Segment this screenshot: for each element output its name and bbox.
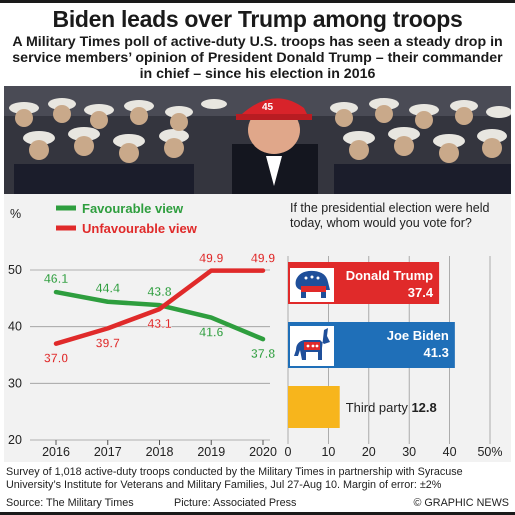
- cap-text: 45: [262, 102, 274, 113]
- y-tick-30: 30: [8, 376, 22, 390]
- bar-chart-x-ticks: 0 10 20 30 40 50%: [285, 445, 503, 459]
- legend-label-unfavourable: Unfavourable view: [82, 221, 198, 236]
- x-tick-2018: 2018: [146, 445, 174, 459]
- data-label-unfav-2020: 49.9: [251, 252, 275, 266]
- legend-label-favourable: Favourable view: [82, 201, 184, 216]
- bar-value-third-party: 12.8: [411, 400, 436, 415]
- y-tick-20: 20: [8, 433, 22, 447]
- data-label-unfav-2016: 37.0: [44, 352, 68, 366]
- bar-chart-question-line-1: If the presidential election were held: [290, 201, 489, 215]
- bar-label-third-party: Third party 12.8: [346, 400, 437, 415]
- data-label-fav-2018: 43.8: [147, 285, 171, 299]
- bar-x-tick-1: 10: [321, 445, 335, 459]
- line-chart-data-labels: 46.1 44.4 43.8 41.6 37.8 37.0 39.7 43.1 49.9 49.9: [44, 251, 276, 366]
- y-tick-50: 50: [8, 263, 22, 277]
- x-tick-2017: 2017: [94, 445, 122, 459]
- line-chart-y-ticks: 20 30 40 50: [8, 263, 22, 447]
- x-tick-2016: 2016: [42, 445, 70, 459]
- bar-chart-question: If the presidential election were held t…: [290, 201, 493, 230]
- line-chart-series: [53, 268, 266, 346]
- bar-value-joe-biden: 41.3: [424, 345, 449, 360]
- y-axis-unit-label: %: [10, 207, 21, 221]
- line-chart-legend: Favourable view Unfavourable view: [56, 201, 198, 236]
- data-label-fav-2020: 37.8: [251, 347, 275, 361]
- bar-x-tick-0: 0: [285, 445, 292, 459]
- democrat-donkey-icon: [290, 326, 334, 366]
- bar-x-tick-3: 30: [402, 445, 416, 459]
- picture-credit: Picture: Associated Press: [174, 497, 297, 509]
- bar-third-party: [288, 386, 340, 428]
- republican-elephant-icon: [290, 268, 334, 302]
- data-label-fav-2016: 46.1: [44, 272, 68, 286]
- line-chart-x-ticks: 2016 2017 2018 2019 2020: [42, 440, 277, 459]
- bar-x-tick-4: 40: [443, 445, 457, 459]
- bar-label-donald-trump: Donald Trump: [346, 268, 433, 283]
- top-rule: [0, 0, 515, 3]
- photo-troops-and-trump: 45: [4, 86, 511, 194]
- crowd-illustration: 45: [4, 86, 511, 194]
- bar-chart-question-line-2: today, whom would you vote for?: [290, 216, 472, 230]
- page-title: Biden leads over Trump among troops: [52, 6, 463, 32]
- bottom-rule: [0, 512, 515, 515]
- series-line-favourable: [53, 289, 266, 342]
- data-label-unfav-2019: 49.9: [199, 252, 223, 266]
- y-tick-40: 40: [8, 320, 22, 334]
- footnote: Survey of 1,018 active-duty troops condu…: [6, 466, 463, 491]
- bar-label-joe-biden: Joe Biden: [387, 328, 449, 343]
- x-tick-2020: 2020: [249, 445, 277, 459]
- x-tick-2019: 2019: [197, 445, 225, 459]
- series-line-unfavourable: [53, 268, 266, 346]
- bar-x-tick-2: 20: [362, 445, 376, 459]
- page-subtitle: A Military Times poll of active-duty U.S…: [12, 34, 503, 82]
- data-label-unfav-2017: 39.7: [96, 336, 120, 350]
- copyright: © GRAPHIC NEWS: [413, 497, 509, 509]
- bar-value-donald-trump: 37.4: [408, 285, 434, 300]
- data-label-unfav-2018: 43.1: [147, 317, 171, 331]
- bar-x-tick-5: 50%: [477, 445, 502, 459]
- data-label-fav-2019: 41.6: [199, 326, 223, 340]
- data-label-fav-2017: 44.4: [96, 282, 120, 296]
- source-credit: Source: The Military Times: [6, 497, 134, 509]
